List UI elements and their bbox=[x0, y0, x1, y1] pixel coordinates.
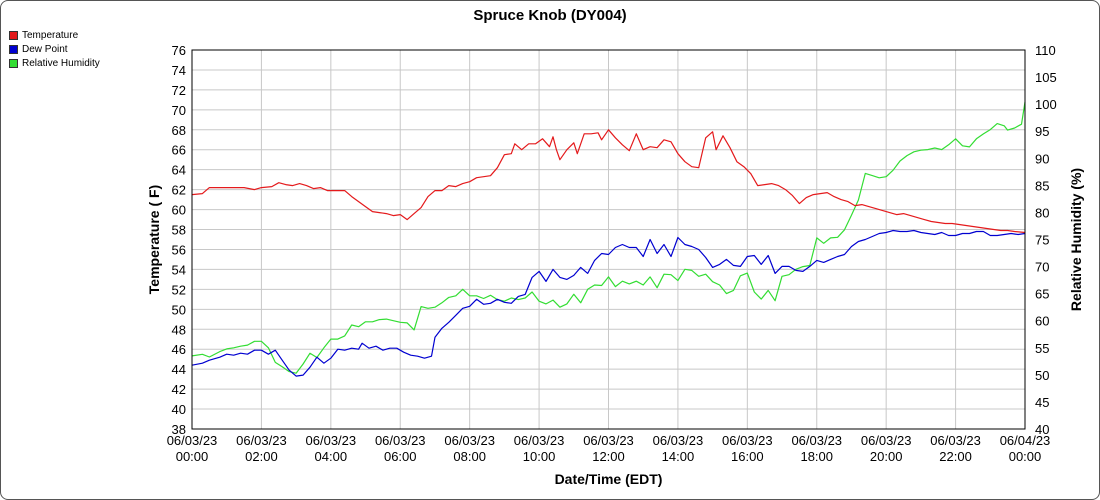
x-axis-title: Date/Time (EDT) bbox=[555, 471, 663, 487]
right-axis-ticks: 40 45 50 55 60 65 70 75 80 85 90 95 100 105 110 bbox=[1035, 43, 1057, 437]
left-tick-label: 44 bbox=[172, 362, 186, 377]
x-tick-date: 06/03/23 bbox=[514, 433, 565, 448]
left-tick-label: 70 bbox=[172, 103, 186, 118]
x-axis-ticks: 06/03/2300:0006/03/2302:0006/03/2304:000… bbox=[167, 433, 1051, 464]
legend-label-temperature: Temperature bbox=[22, 29, 79, 41]
left-tick-label: 50 bbox=[172, 302, 186, 317]
left-tick-label: 76 bbox=[172, 43, 186, 58]
left-tick-label: 56 bbox=[172, 242, 186, 257]
left-tick-label: 46 bbox=[172, 342, 186, 357]
x-tick-time: 04:00 bbox=[315, 449, 348, 464]
right-tick-label: 65 bbox=[1035, 287, 1049, 302]
left-tick-label: 42 bbox=[172, 382, 186, 397]
left-tick-label: 72 bbox=[172, 83, 186, 98]
chart-title: Spruce Knob (DY004) bbox=[473, 7, 626, 24]
right-tick-label: 110 bbox=[1035, 43, 1056, 58]
plot-area-border bbox=[191, 49, 1026, 430]
right-tick-label: 45 bbox=[1035, 395, 1049, 410]
left-tick-label: 64 bbox=[172, 163, 186, 178]
left-tick-label: 58 bbox=[172, 223, 186, 238]
series-layer bbox=[191, 101, 1026, 377]
x-tick-time: 22:00 bbox=[939, 449, 972, 464]
x-tick-date: 06/03/23 bbox=[861, 433, 912, 448]
right-tick-label: 70 bbox=[1035, 260, 1049, 275]
legend: Temperature Dew Point Relative Humidity bbox=[9, 28, 100, 70]
right-tick-label: 60 bbox=[1035, 314, 1049, 329]
left-tick-label: 38 bbox=[172, 422, 186, 437]
left-tick-label: 40 bbox=[172, 402, 186, 417]
x-tick-date: 06/04/23 bbox=[1000, 433, 1051, 448]
x-tick-date: 06/03/23 bbox=[306, 433, 357, 448]
right-tick-label: 50 bbox=[1035, 368, 1049, 383]
right-axis-title: Relative Humidity (%) bbox=[1068, 168, 1084, 311]
right-tick-label: 85 bbox=[1035, 178, 1049, 193]
x-tick-time: 08:00 bbox=[453, 449, 486, 464]
right-tick-label: 90 bbox=[1035, 151, 1049, 166]
legend-swatch-temperature bbox=[9, 30, 18, 40]
x-tick-time: 20:00 bbox=[870, 449, 903, 464]
right-tick-label: 75 bbox=[1035, 233, 1049, 248]
left-tick-label: 74 bbox=[172, 63, 186, 78]
grid bbox=[191, 49, 1026, 430]
left-tick-label: 52 bbox=[172, 282, 186, 297]
x-tick-date: 06/03/23 bbox=[167, 433, 218, 448]
x-tick-date: 06/03/23 bbox=[444, 433, 495, 448]
right-tick-label: 95 bbox=[1035, 124, 1049, 139]
x-tick-time: 00:00 bbox=[1009, 449, 1042, 464]
series-line-relative-humidity bbox=[191, 101, 1026, 374]
series-line-dew-point bbox=[191, 229, 1026, 377]
x-tick-date: 06/03/23 bbox=[791, 433, 842, 448]
x-tick-time: 16:00 bbox=[731, 449, 764, 464]
left-tick-label: 66 bbox=[172, 143, 186, 158]
left-tick-label: 48 bbox=[172, 322, 186, 337]
legend-item-relative-humidity[interactable]: Relative Humidity bbox=[9, 56, 100, 70]
right-tick-label: 40 bbox=[1035, 422, 1049, 437]
right-tick-label: 80 bbox=[1035, 205, 1049, 220]
right-tick-label: 105 bbox=[1035, 70, 1057, 85]
legend-swatch-dew-point bbox=[9, 44, 18, 54]
x-tick-date: 06/03/23 bbox=[722, 433, 773, 448]
x-tick-time: 18:00 bbox=[800, 449, 833, 464]
x-tick-date: 06/03/23 bbox=[236, 433, 287, 448]
left-tick-label: 54 bbox=[172, 262, 186, 277]
right-tick-label: 100 bbox=[1035, 97, 1057, 112]
left-tick-label: 68 bbox=[172, 123, 186, 138]
legend-label-dew-point: Dew Point bbox=[22, 43, 68, 55]
left-axis-ticks: 38 40 42 44 46 48 50 52 54 56 58 60 62 64 66 68 70 72 74 76 bbox=[172, 43, 186, 437]
x-tick-date: 06/03/23 bbox=[375, 433, 426, 448]
right-tick-label: 55 bbox=[1035, 341, 1049, 356]
x-tick-time: 00:00 bbox=[176, 449, 209, 464]
x-tick-time: 02:00 bbox=[245, 449, 278, 464]
x-tick-date: 06/03/23 bbox=[653, 433, 704, 448]
series-line-temperature bbox=[191, 129, 1026, 234]
legend-item-dew-point[interactable]: Dew Point bbox=[9, 42, 100, 56]
x-tick-time: 14:00 bbox=[662, 449, 695, 464]
legend-item-temperature[interactable]: Temperature bbox=[9, 28, 100, 42]
x-tick-date: 06/03/23 bbox=[930, 433, 981, 448]
x-tick-date: 06/03/23 bbox=[583, 433, 634, 448]
left-tick-label: 60 bbox=[172, 203, 186, 218]
left-tick-label: 62 bbox=[172, 183, 186, 198]
x-tick-time: 12:00 bbox=[592, 449, 625, 464]
legend-swatch-relative-humidity bbox=[9, 58, 18, 68]
left-axis-title: Temperature ( F) bbox=[146, 185, 162, 294]
x-tick-time: 10:00 bbox=[523, 449, 556, 464]
legend-label-relative-humidity: Relative Humidity bbox=[22, 57, 100, 69]
x-tick-time: 06:00 bbox=[384, 449, 417, 464]
